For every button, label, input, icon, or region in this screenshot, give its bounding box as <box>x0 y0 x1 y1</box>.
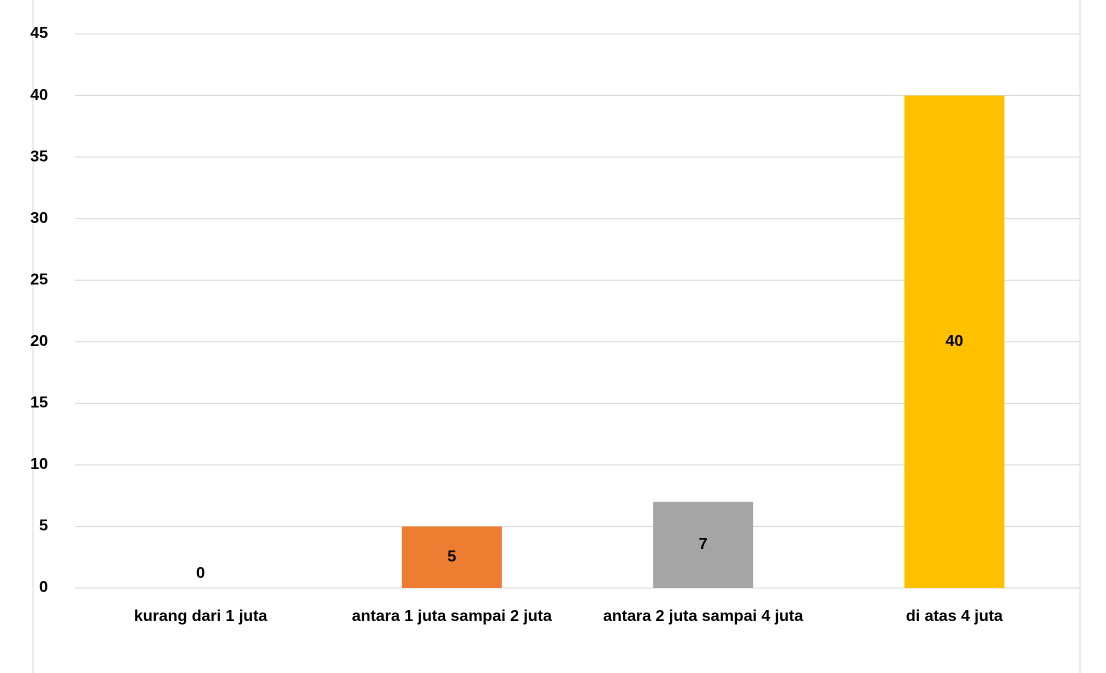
y-tick-label: 5 <box>39 518 48 535</box>
bar <box>401 526 502 588</box>
y-tick-label: 15 <box>30 395 48 412</box>
data-label: 7 <box>699 536 708 553</box>
y-tick-label: 25 <box>30 271 48 288</box>
x-tick-label: di atas 4 juta <box>905 608 1003 625</box>
y-tick-label: 35 <box>30 148 48 165</box>
x-tick-label: antara 1 juta sampai 2 juta <box>351 608 552 625</box>
bar <box>653 501 754 588</box>
data-label: 40 <box>945 333 963 350</box>
y-tick-label: 40 <box>30 87 48 104</box>
x-tick-label: antara 2 juta sampai 4 juta <box>603 608 804 625</box>
y-tick-label: 30 <box>30 210 48 227</box>
bar <box>904 95 1005 589</box>
y-tick-label: 0 <box>39 579 48 596</box>
y-tick-label: 45 <box>30 25 48 42</box>
y-tick-label: 10 <box>30 456 48 473</box>
data-label: 0 <box>196 565 205 582</box>
y-tick-label: 20 <box>30 333 48 350</box>
data-label: 5 <box>447 548 456 565</box>
x-tick-label: kurang dari 1 juta <box>133 608 268 625</box>
